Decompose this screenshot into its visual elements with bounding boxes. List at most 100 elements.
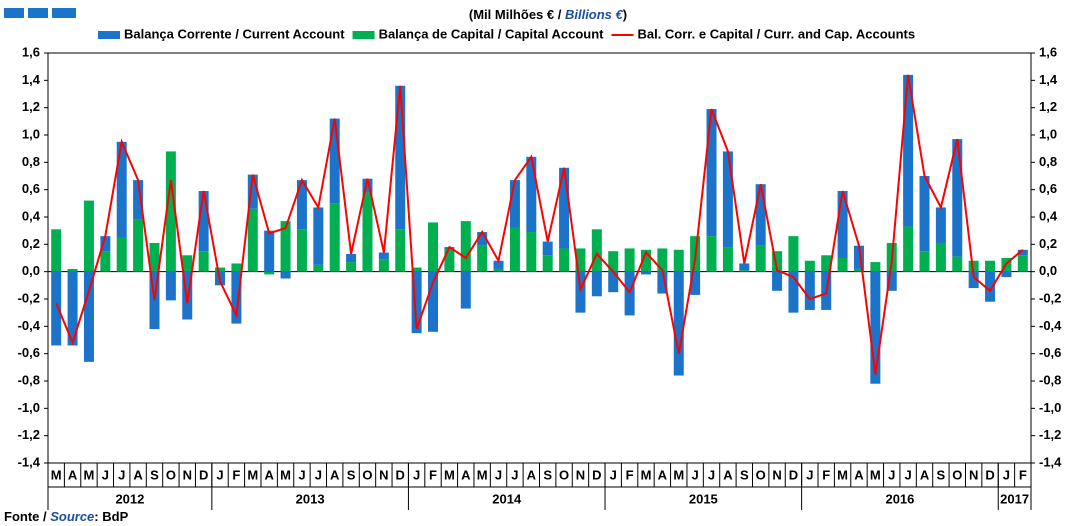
x-tick-label: J [413, 467, 420, 482]
bar [477, 232, 488, 246]
source-part: Fonte / [4, 509, 50, 524]
y-tick-label: 1,4 [22, 72, 41, 87]
bar [116, 141, 127, 238]
bar [591, 229, 602, 272]
y2-tick-label: 1,2 [1039, 99, 1057, 114]
x-tick-label: D [789, 467, 798, 482]
bar [444, 249, 455, 272]
bar [526, 156, 537, 233]
bar [821, 255, 832, 272]
legend-label: Bal. Corr. e Capital / Curr. and Cap. Ac… [637, 26, 915, 41]
bar [706, 236, 717, 272]
bar [329, 118, 340, 204]
bar [804, 260, 815, 272]
bar [215, 267, 226, 272]
bar [624, 248, 635, 272]
y-tick-label: 1,2 [22, 99, 40, 114]
x-tick-label: M [84, 467, 95, 482]
bar [411, 271, 422, 334]
x-tick-label: N [183, 467, 192, 482]
bar [83, 200, 94, 272]
y2-tick-label: 0,2 [1039, 236, 1057, 251]
bar [346, 262, 357, 272]
y-tick-label: 0,2 [22, 236, 40, 251]
bar [837, 191, 848, 258]
x-tick-label: O [756, 467, 766, 482]
x-tick-label: J [806, 467, 813, 482]
bar [935, 207, 946, 243]
bar [83, 271, 94, 362]
bar [362, 192, 373, 272]
y-tick-label: 1,6 [22, 44, 40, 59]
x-tick-label: A [133, 467, 143, 482]
bar [853, 245, 864, 269]
x-tick-label: N [379, 467, 388, 482]
bar [526, 232, 537, 272]
x-tick-label: J [1003, 467, 1010, 482]
bar [919, 251, 930, 272]
x-tick-label: J [298, 467, 305, 482]
plot-frame [47, 52, 1032, 464]
source: Fonte / Source: BdP [4, 509, 129, 524]
legend-label: Balança Corrente / Current Account [124, 26, 345, 41]
x-tick-label: O [362, 467, 372, 482]
bar [837, 258, 848, 272]
bar [296, 229, 307, 272]
bar [247, 208, 258, 272]
y-tick-label: -1,0 [18, 400, 40, 415]
bar [280, 271, 291, 279]
x-tick-label: S [543, 467, 552, 482]
bar [1017, 255, 1028, 272]
x-tick-label: J [102, 467, 109, 482]
subtitle: (Mil Milhões € / Billions €) [469, 7, 627, 22]
bar [296, 180, 307, 230]
bar [280, 221, 291, 272]
x-tick-label: F [822, 467, 830, 482]
bar [690, 271, 701, 295]
bar [1001, 271, 1012, 278]
bar [133, 180, 144, 220]
x-tick-label: A [854, 467, 864, 482]
bar [739, 263, 750, 271]
y2-tick-label: -0,2 [1039, 290, 1061, 305]
bar [460, 271, 471, 309]
x-tick-label: J [495, 467, 502, 482]
logo-block [52, 8, 76, 18]
bar [198, 251, 209, 272]
bar [67, 271, 78, 346]
y-tick-label: -0,2 [18, 290, 40, 305]
x-tick-label: A [527, 467, 537, 482]
bar [100, 251, 111, 272]
logo-block [28, 8, 48, 18]
y-tick-label: -1,2 [18, 427, 40, 442]
x-tick-label: A [68, 467, 78, 482]
bar [952, 139, 963, 257]
bar [575, 271, 586, 313]
x-tick-label: F [1019, 467, 1027, 482]
y2-tick-label: 0,4 [1039, 208, 1058, 223]
bar [985, 260, 996, 272]
bar [460, 221, 471, 272]
bar [591, 271, 602, 297]
bar [853, 268, 864, 272]
legend-swatch [352, 31, 375, 39]
bar [673, 271, 684, 376]
bar [411, 267, 422, 272]
x-tick-label: A [723, 467, 733, 482]
x-tick-label: M [641, 467, 652, 482]
bar [247, 174, 258, 209]
bar [428, 222, 439, 272]
bar [608, 271, 619, 293]
bar [165, 151, 176, 272]
y2-tick-label: -0,8 [1039, 372, 1061, 387]
x-tick-label: N [772, 467, 781, 482]
x-tick-label: J [315, 467, 322, 482]
year-label: 2015 [689, 491, 718, 506]
y-tick-label: -1,4 [18, 454, 41, 469]
bar [706, 109, 717, 237]
bar [362, 178, 373, 193]
bar [493, 268, 504, 272]
y-tick-label: -0,8 [18, 372, 40, 387]
bar [542, 255, 553, 272]
